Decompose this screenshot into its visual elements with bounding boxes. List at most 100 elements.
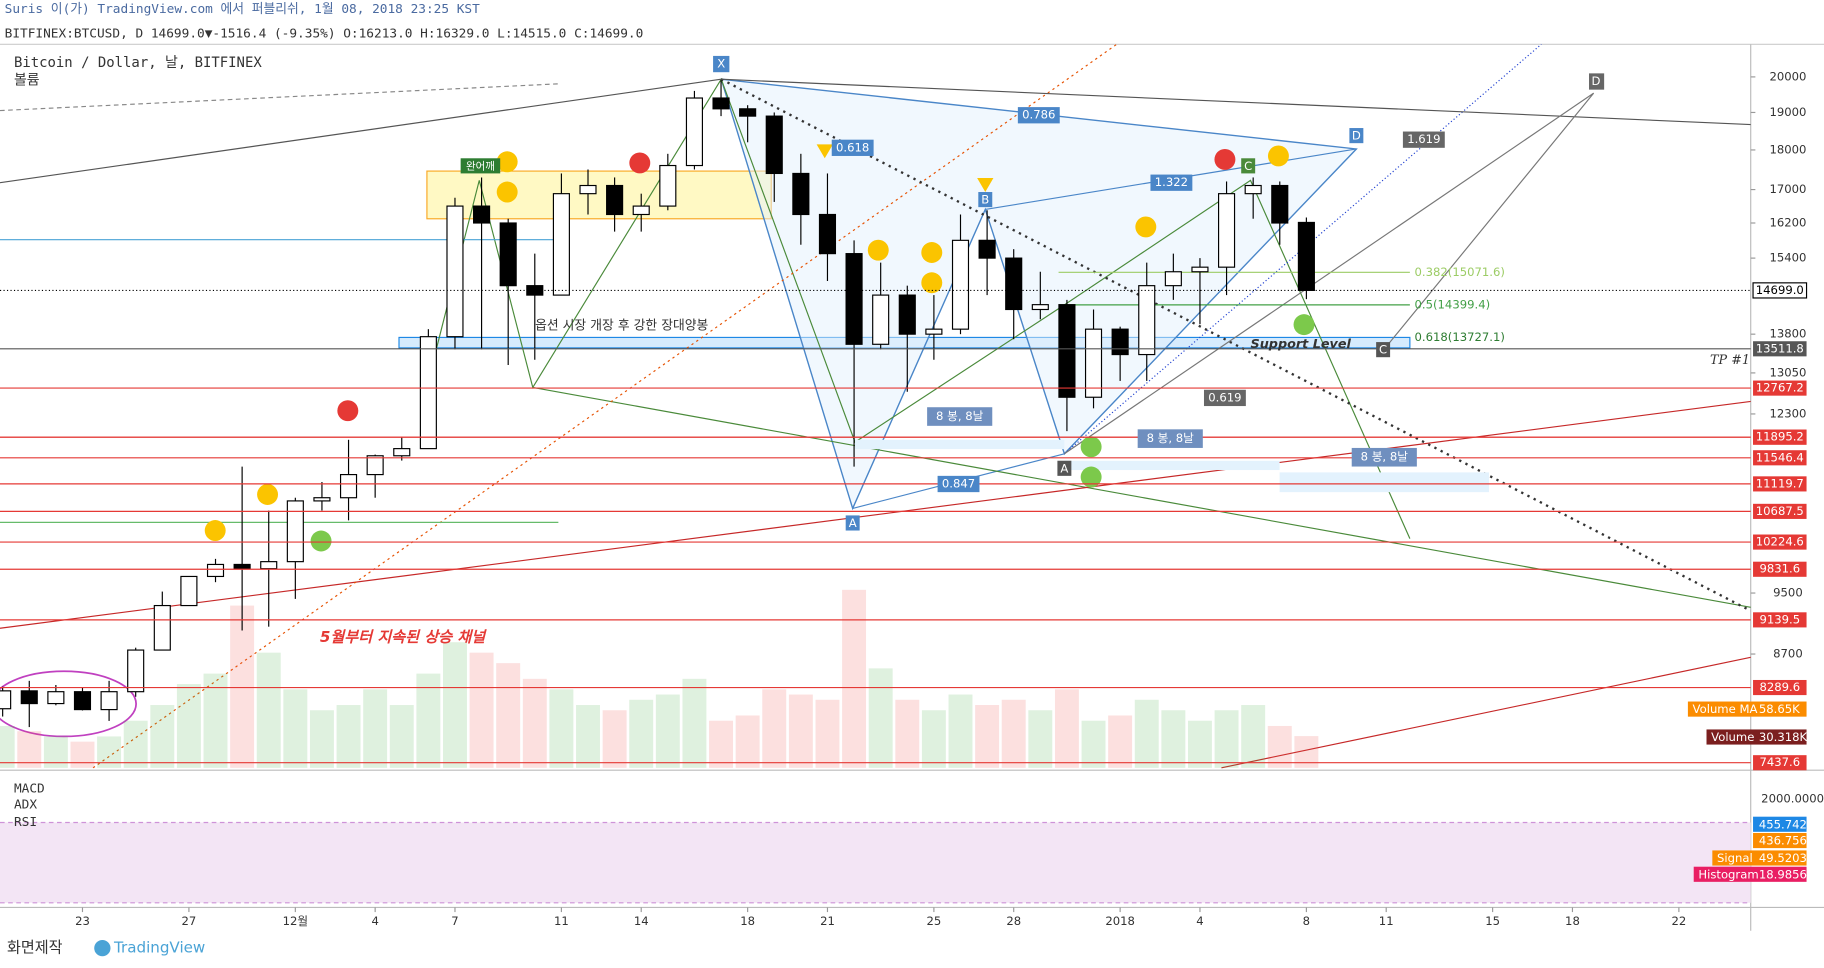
volume-tag bbox=[1687, 701, 1807, 717]
y-tick-label: 8700 bbox=[1773, 647, 1803, 661]
candle-body bbox=[552, 193, 570, 296]
volume-bar bbox=[336, 705, 361, 768]
candle-body bbox=[978, 239, 996, 259]
x-tick-label: 27 bbox=[182, 914, 197, 928]
brand-logo bbox=[94, 940, 111, 957]
price-tag-label: 10224.6 bbox=[1756, 535, 1804, 549]
candle-body bbox=[712, 97, 730, 110]
x-tick-label: 25 bbox=[926, 914, 941, 928]
candle-body bbox=[765, 115, 783, 175]
volume-bar bbox=[1108, 715, 1133, 768]
candle-body bbox=[313, 497, 331, 502]
indicator-tag bbox=[1693, 866, 1807, 882]
volume-bar bbox=[176, 684, 201, 768]
x-tick-label: 18 bbox=[740, 914, 755, 928]
price-tag-label: 9139.5 bbox=[1759, 612, 1800, 626]
label-box bbox=[460, 158, 501, 174]
candle-body bbox=[1244, 184, 1262, 195]
price-tag bbox=[1753, 679, 1807, 696]
legend-symbol: Bitcoin / Dollar, 날, BITFINEX bbox=[14, 55, 262, 71]
candle-body bbox=[339, 474, 358, 499]
candle-body bbox=[872, 294, 890, 345]
header-publish: Suris 이(가) TradingView.com 에서 퍼블리쉬, 1월 0… bbox=[5, 2, 480, 17]
volume-bar bbox=[1214, 710, 1239, 768]
ratio: 1.619 bbox=[1407, 132, 1440, 146]
annotation: 8 봉, 8날 bbox=[1361, 450, 1409, 464]
candle-body bbox=[180, 575, 198, 607]
volume-bar bbox=[682, 678, 707, 768]
candle-body bbox=[1138, 285, 1156, 356]
volume-bar bbox=[1081, 720, 1106, 768]
volume-bar bbox=[602, 710, 627, 768]
volume-bar bbox=[1054, 689, 1079, 768]
annotation: TP #1 bbox=[1710, 353, 1750, 368]
volume-bar bbox=[895, 699, 920, 768]
volume-tag-name: Volume MA bbox=[1693, 702, 1758, 716]
volume-bar bbox=[735, 715, 760, 768]
candle-body bbox=[1031, 304, 1049, 311]
candle-body bbox=[366, 455, 384, 476]
legend-volume: 볼륨 bbox=[14, 72, 40, 88]
volume-bar bbox=[522, 678, 547, 768]
x-tick-label: 15 bbox=[1485, 914, 1500, 928]
volume-bar bbox=[815, 699, 840, 768]
x-tick-label: 23 bbox=[75, 914, 90, 928]
candle-body bbox=[1111, 328, 1129, 356]
price-tag-label: 11895.2 bbox=[1756, 430, 1804, 444]
price-tag-label: 7437.6 bbox=[1759, 755, 1800, 769]
x-tick-label: 21 bbox=[820, 914, 835, 928]
y-tick-label: 15400 bbox=[1769, 251, 1806, 265]
volume-bar bbox=[1241, 705, 1266, 768]
price-tag bbox=[1753, 341, 1807, 357]
volume-bar bbox=[469, 652, 494, 768]
volume-bar bbox=[762, 689, 787, 768]
candle-body bbox=[818, 213, 837, 255]
volume-bar bbox=[363, 689, 388, 768]
price-tag bbox=[1752, 282, 1808, 299]
volume-bar bbox=[549, 689, 574, 768]
price-tag bbox=[1753, 450, 1807, 466]
x-tick-label: 18 bbox=[1565, 914, 1580, 928]
volume-bar bbox=[1187, 720, 1212, 768]
volume-bar bbox=[629, 699, 654, 768]
volume-bar bbox=[709, 720, 734, 768]
indicator-tag bbox=[1753, 832, 1807, 849]
volume-tag-name: Volume bbox=[1711, 730, 1754, 744]
annotation: 옵션 시장 개장 후 강한 장대양봉 bbox=[535, 318, 708, 333]
x-tick-label: 4 bbox=[1196, 914, 1203, 928]
fib-label: 0.5(14399.4) bbox=[1415, 297, 1491, 311]
volume-bar bbox=[576, 705, 600, 768]
candle-body bbox=[925, 328, 943, 335]
candle-body bbox=[286, 500, 304, 563]
x-tick-label: 4 bbox=[371, 914, 378, 928]
volume-bar bbox=[1294, 736, 1319, 768]
label-box bbox=[1137, 429, 1203, 448]
candle-body bbox=[47, 691, 65, 705]
volume-tag-value: 30.318K bbox=[1759, 730, 1808, 744]
x-tick-label: 2018 bbox=[1105, 914, 1135, 928]
volume-tag bbox=[1706, 729, 1807, 745]
candle-body bbox=[792, 172, 810, 216]
annotation: 5월부터 지속된 상승 채널 bbox=[320, 628, 487, 646]
volume-bar bbox=[230, 605, 255, 768]
price-tag-label: 11546.4 bbox=[1756, 450, 1804, 464]
y-tick-label: 18000 bbox=[1769, 142, 1806, 156]
price-tag-label: 8289.6 bbox=[1759, 680, 1800, 694]
ratio: 0.619 bbox=[1208, 390, 1241, 404]
price-tag-label: 12767.2 bbox=[1756, 381, 1804, 395]
candle-body bbox=[127, 649, 145, 693]
price-tag bbox=[1753, 380, 1807, 396]
candle-body bbox=[73, 691, 92, 711]
candle-body bbox=[0, 690, 12, 710]
footer-brand[interactable]: TradingView bbox=[113, 939, 205, 957]
y-tick-label: 13050 bbox=[1769, 365, 1806, 379]
point-label: A bbox=[1060, 461, 1068, 475]
ratio: 0.786 bbox=[1022, 108, 1055, 122]
point-label: A bbox=[849, 516, 857, 530]
point-label: X bbox=[717, 57, 725, 71]
volume-bar bbox=[150, 705, 175, 768]
point-box bbox=[978, 192, 993, 208]
volume-bar bbox=[1267, 725, 1292, 768]
price-tag bbox=[1753, 755, 1807, 771]
x-tick-label: 14 bbox=[634, 914, 649, 928]
